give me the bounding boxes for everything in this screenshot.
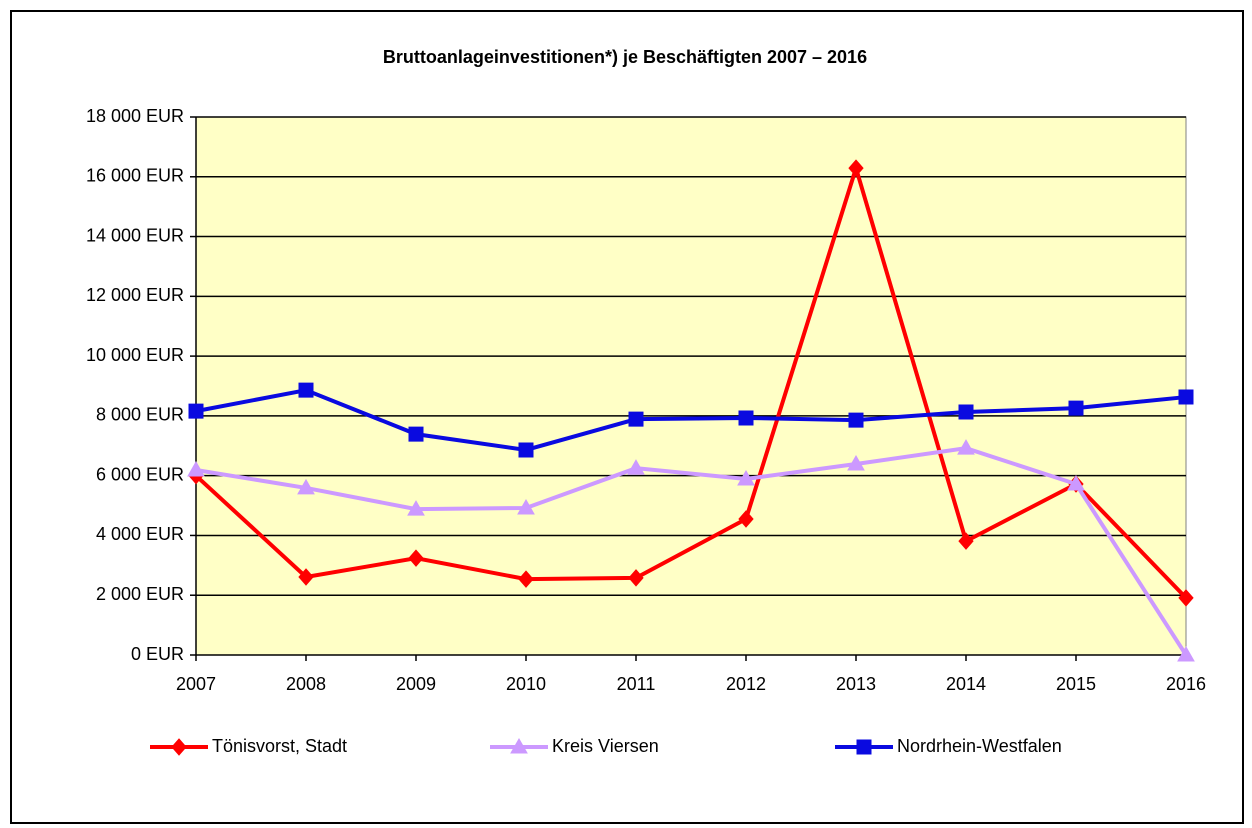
x-tick-label: 2008 — [286, 674, 326, 694]
data-point — [1178, 589, 1194, 607]
data-point — [517, 498, 535, 515]
x-tick-label: 2015 — [1056, 674, 1096, 694]
y-tick-label: 2 000 EUR — [96, 584, 184, 604]
x-tick-label: 2013 — [836, 674, 876, 694]
data-point — [847, 455, 865, 471]
chart-title: Bruttoanlageinvestitionen*) je Beschäfti… — [383, 47, 867, 67]
x-tick-label: 2012 — [726, 674, 766, 694]
y-tick-label: 18 000 EUR — [86, 106, 184, 126]
data-point — [957, 439, 975, 455]
data-point — [958, 532, 974, 550]
data-point — [407, 500, 425, 516]
data-point — [518, 442, 534, 458]
data-point — [628, 569, 644, 587]
data-point — [628, 411, 644, 427]
data-point — [1177, 645, 1195, 662]
legend-label: Tönisvorst, Stadt — [212, 736, 347, 756]
data-point — [848, 412, 864, 428]
legend-marker — [171, 738, 187, 756]
y-tick-label: 10 000 EUR — [86, 345, 184, 365]
data-point — [298, 382, 314, 398]
x-tick-label: 2011 — [617, 674, 656, 694]
series-line — [195, 388, 1187, 453]
data-point — [848, 159, 864, 177]
data-point — [627, 459, 645, 475]
y-tick-label: 14 000 EUR — [86, 225, 184, 245]
data-point — [737, 469, 755, 486]
data-point — [1068, 400, 1084, 416]
x-tick-label: 2014 — [946, 674, 986, 694]
data-point — [958, 404, 974, 420]
x-tick-label: 2007 — [176, 674, 216, 694]
series-line — [194, 161, 1188, 600]
x-tick-label: 2010 — [506, 674, 546, 694]
data-point — [738, 410, 754, 426]
data-point — [408, 549, 424, 567]
data-point — [187, 460, 205, 477]
y-tick-label: 4 000 EUR — [96, 524, 184, 544]
data-point — [298, 568, 314, 586]
legend-marker — [856, 739, 872, 755]
data-point — [518, 570, 534, 588]
data-point — [188, 403, 204, 419]
y-tick-label: 12 000 EUR — [86, 285, 184, 305]
y-tick-label: 6 000 EUR — [96, 464, 184, 484]
y-tick-label: 8 000 EUR — [96, 405, 184, 425]
y-tick-label: 16 000 EUR — [86, 166, 184, 186]
data-point — [738, 510, 754, 528]
data-point — [408, 426, 424, 442]
plot-area — [195, 116, 1187, 656]
x-tick-label: 2016 — [1166, 674, 1206, 694]
series-line — [195, 446, 1188, 657]
y-tick-label: 0 EUR — [131, 644, 184, 664]
legend-marker — [510, 737, 528, 754]
data-point — [297, 478, 315, 495]
x-tick-label: 2009 — [396, 674, 436, 694]
data-point — [1178, 389, 1194, 405]
data-point — [1067, 475, 1085, 491]
legend-label: Kreis Viersen — [552, 736, 659, 756]
legend-label: Nordrhein-Westfalen — [897, 736, 1062, 756]
